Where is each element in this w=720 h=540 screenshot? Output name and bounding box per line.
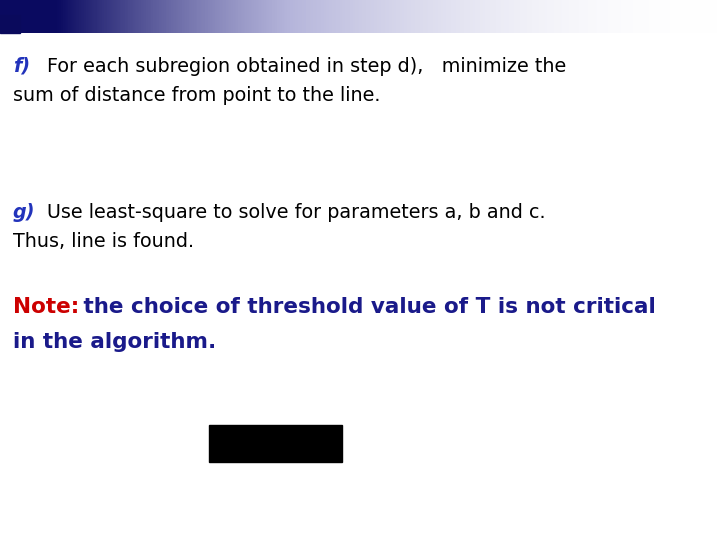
Bar (0, 15, 20, 33)
Text: f): f) (13, 57, 30, 76)
Text: Use least-square to solve for parameters a, b and c.: Use least-square to solve for parameters… (47, 202, 546, 221)
Text: For each subregion obtained in step d),   minimize the: For each subregion obtained in step d), … (47, 57, 566, 76)
Text: Note:: Note: (13, 297, 79, 317)
Bar (209, 425, 342, 462)
Text: sum of distance from point to the line.: sum of distance from point to the line. (13, 86, 380, 105)
Text: Thus, line is found.: Thus, line is found. (13, 232, 194, 251)
Text: g): g) (13, 202, 35, 221)
Text: in the algorithm.: in the algorithm. (13, 332, 216, 352)
Text: the choice of threshold value of T is not critical: the choice of threshold value of T is no… (76, 297, 655, 317)
